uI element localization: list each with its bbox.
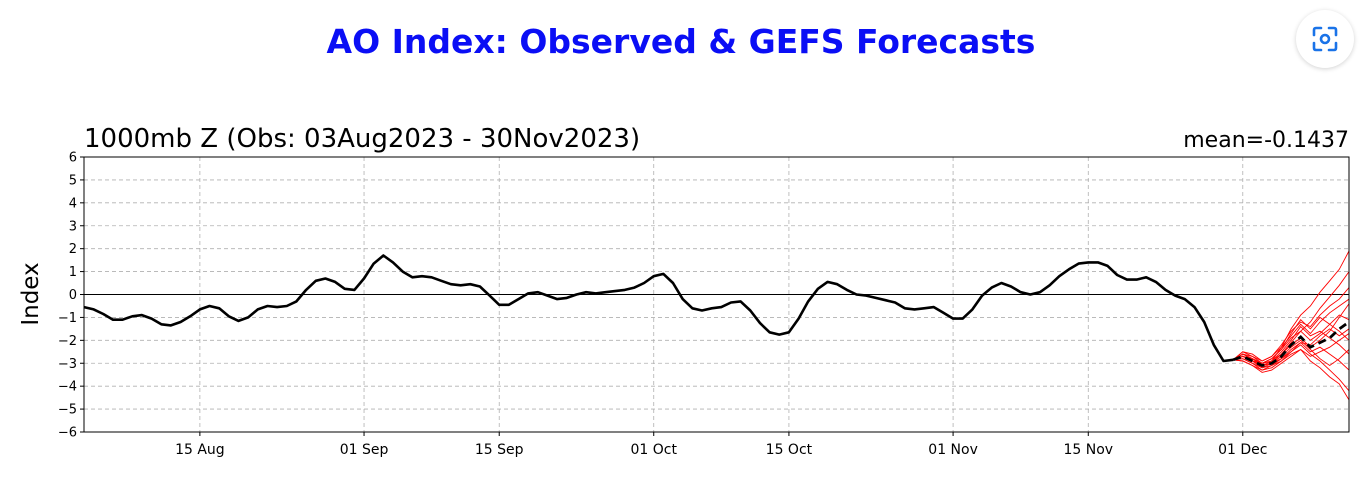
ensemble-mean-series (1232, 320, 1350, 367)
grid (84, 157, 1349, 432)
x-tick-label: 15 Nov (1063, 442, 1113, 458)
y-tick-label: 5 (69, 173, 77, 188)
y-axis-label: Index (18, 262, 44, 325)
ensemble-member-line (1233, 348, 1350, 401)
x-tick-label: 01 Nov (928, 442, 978, 458)
chart-title: 1000mb Z (Obs: 03Aug2023 - 30Nov2023) (84, 124, 640, 154)
y-tick-label: 4 (69, 196, 77, 211)
y-axis-ticks: −6 −5 −4 −3 −2 −1 0 1 2 3 4 5 6 (58, 151, 84, 441)
visual-search-icon (1312, 26, 1338, 52)
x-tick-label: 15 Aug (175, 442, 225, 458)
mean-annotation: mean=-0.1437 (1183, 128, 1349, 153)
ensemble-member-line (1233, 341, 1350, 371)
y-tick-label: 0 (69, 288, 77, 303)
y-tick-label: −4 (58, 380, 77, 395)
observed-series (83, 254, 1234, 363)
ensemble-members (1232, 250, 1350, 401)
ensemble-member-line (1232, 298, 1350, 362)
page-title: AO Index: Observed & GEFS Forecasts (326, 22, 1036, 61)
y-tick-label: −3 (58, 357, 77, 372)
y-tick-label: 2 (69, 242, 77, 257)
y-tick-label: −6 (58, 426, 77, 441)
x-axis-ticks: 15 Aug 01 Sep 15 Sep 01 Oct 15 Oct 01 Nov 15 N… (175, 432, 1267, 458)
visual-search-button[interactable] (1296, 10, 1354, 68)
y-tick-label: −1 (58, 311, 77, 326)
plot-frame (83, 156, 1350, 433)
x-tick-label: 01 Oct (630, 442, 677, 458)
x-tick-label: 15 Oct (766, 442, 813, 458)
y-tick-label: 6 (69, 151, 77, 166)
y-tick-label: 3 (69, 219, 77, 234)
ensemble-member-line (1232, 314, 1350, 364)
x-tick-label: 01 Dec (1218, 442, 1267, 458)
y-tick-label: −2 (58, 334, 77, 349)
ensemble-member-line (1233, 333, 1350, 369)
y-tick-label: −5 (58, 403, 77, 418)
ensemble-mean-line (1232, 320, 1350, 367)
x-tick-label: 01 Sep (340, 442, 389, 458)
x-tick-label: 15 Sep (475, 442, 524, 458)
y-tick-label: 1 (69, 265, 77, 280)
observed-line (83, 254, 1234, 363)
